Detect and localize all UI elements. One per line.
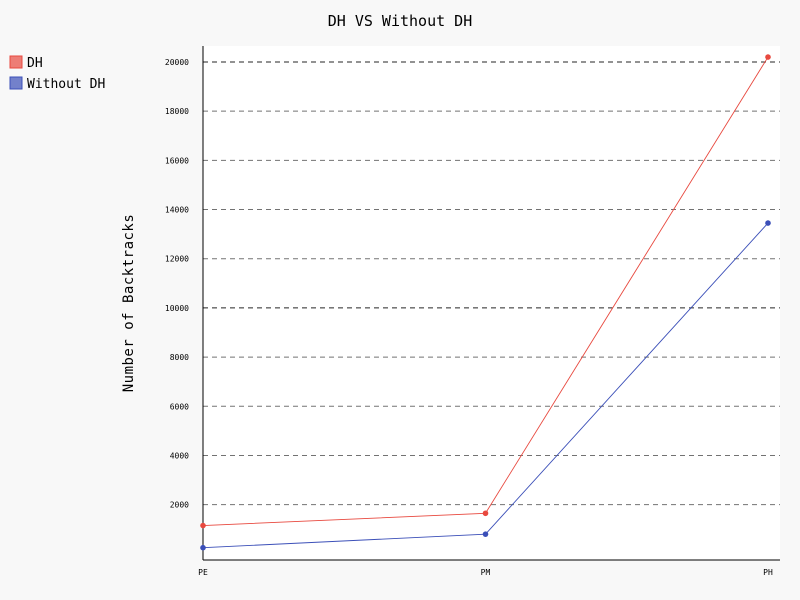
legend: DH Without DH (9, 55, 105, 92)
y-tick-label: 12000 (165, 255, 189, 264)
grid-lines (203, 61, 780, 506)
data-point (765, 220, 771, 226)
y-tick-label: 14000 (165, 206, 189, 215)
chart-title: DH VS Without DH (328, 12, 473, 30)
y-tick-label: 20000 (165, 58, 189, 67)
legend-swatch (9, 76, 23, 90)
data-point (765, 54, 771, 60)
data-point (200, 522, 206, 529)
series-lines (200, 54, 771, 551)
y-tick-label: 18000 (165, 107, 189, 116)
y-tick-label: 10000 (165, 304, 189, 313)
y-tick-label: 16000 (165, 156, 189, 165)
legend-swatch (9, 55, 23, 69)
data-point (482, 531, 489, 537)
data-point (482, 510, 489, 517)
plot-area (203, 46, 780, 560)
y-tick-label: 2000 (170, 501, 189, 510)
axes (202, 46, 780, 561)
y-axis-label: Number of Backtracks (121, 214, 137, 393)
legend-label: DH (27, 56, 43, 71)
x-tick-label: PH (763, 568, 773, 577)
data-point (200, 544, 206, 551)
y-tick-label: 8000 (170, 353, 189, 362)
y-tick-label: 4000 (170, 451, 189, 460)
x-tick-label: PM (481, 568, 491, 577)
legend-label: Without DH (27, 77, 105, 92)
x-tick-label: PE (198, 568, 208, 577)
tick-labels: 2000 4000 6000 8000 10000 12000 14000 16000 1800… (165, 58, 773, 577)
y-tick-label: 6000 (170, 402, 189, 411)
